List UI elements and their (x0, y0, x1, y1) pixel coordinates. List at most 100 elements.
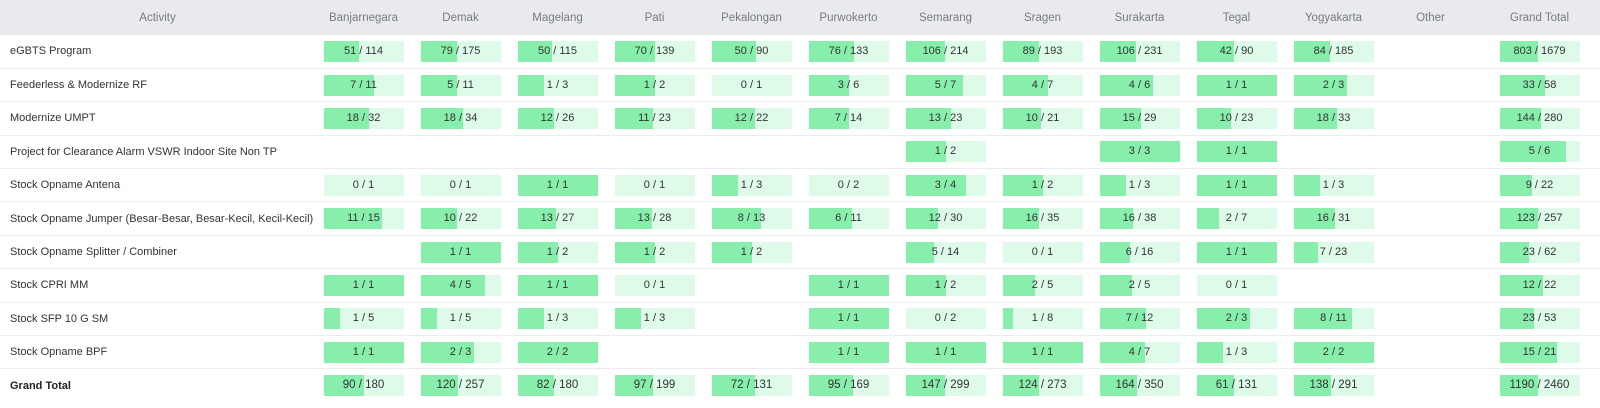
progress-bar[interactable]: 0 / 2 (808, 174, 889, 196)
progress-bar[interactable]: 0 / 1 (711, 74, 792, 96)
column-header-activity[interactable]: Activity (139, 11, 176, 24)
progress-bar[interactable]: 1 / 2 (517, 241, 598, 263)
progress-bar[interactable]: 97 / 199 (614, 375, 695, 397)
progress-bar[interactable]: 1 / 3 (1293, 174, 1374, 196)
progress-bar[interactable]: 18 / 33 (1293, 107, 1374, 129)
progress-bar[interactable]: 1 / 3 (711, 174, 792, 196)
progress-bar[interactable]: 1 / 1 (323, 341, 404, 363)
progress-bar[interactable]: 9 / 22 (1499, 174, 1580, 196)
progress-bar[interactable]: 1 / 1 (1002, 341, 1083, 363)
progress-bar[interactable]: 138 / 291 (1293, 375, 1374, 397)
progress-bar[interactable]: 1 / 1 (323, 274, 404, 296)
progress-bar[interactable]: 3 / 4 (905, 174, 986, 196)
progress-bar[interactable]: 12 / 26 (517, 107, 598, 129)
progress-bar[interactable]: 13 / 23 (905, 107, 986, 129)
progress-bar[interactable]: 1 / 1 (905, 341, 986, 363)
progress-bar[interactable]: 23 / 62 (1499, 241, 1580, 263)
progress-bar[interactable]: 12 / 22 (1499, 274, 1580, 296)
progress-bar[interactable]: 1 / 2 (614, 74, 695, 96)
progress-bar[interactable]: 1 / 8 (1002, 308, 1083, 330)
progress-bar[interactable]: 12 / 30 (905, 208, 986, 230)
progress-bar[interactable]: 2 / 5 (1099, 274, 1180, 296)
progress-bar[interactable]: 0 / 1 (614, 174, 695, 196)
progress-bar[interactable]: 3 / 6 (808, 74, 889, 96)
progress-bar[interactable]: 1 / 3 (517, 308, 598, 330)
progress-bar[interactable]: 1 / 1 (517, 174, 598, 196)
progress-bar[interactable]: 2 / 2 (1293, 341, 1374, 363)
progress-bar[interactable]: 82 / 180 (517, 375, 598, 397)
progress-bar[interactable]: 2 / 3 (1293, 74, 1374, 96)
progress-bar[interactable]: 7 / 11 (323, 74, 404, 96)
progress-bar[interactable]: 61 / 131 (1196, 375, 1277, 397)
progress-bar[interactable]: 16 / 35 (1002, 208, 1083, 230)
progress-bar[interactable]: 106 / 214 (905, 40, 986, 62)
progress-bar[interactable]: 2 / 2 (517, 341, 598, 363)
progress-bar[interactable]: 1 / 1 (1196, 141, 1277, 163)
progress-bar[interactable]: 13 / 28 (614, 208, 695, 230)
progress-bar[interactable]: 16 / 38 (1099, 208, 1180, 230)
progress-bar[interactable]: 1 / 2 (905, 141, 986, 163)
progress-bar[interactable]: 15 / 21 (1499, 341, 1580, 363)
progress-bar[interactable]: 1 / 2 (614, 241, 695, 263)
progress-bar[interactable]: 7 / 23 (1293, 241, 1374, 263)
column-header-grand-total[interactable]: Grand Total (1509, 11, 1570, 24)
progress-bar[interactable]: 5 / 6 (1499, 141, 1580, 163)
progress-bar[interactable]: 6 / 16 (1099, 241, 1180, 263)
progress-bar[interactable]: 1 / 1 (1196, 241, 1277, 263)
progress-bar[interactable]: 8 / 13 (711, 208, 792, 230)
progress-bar[interactable]: 84 / 185 (1293, 40, 1374, 62)
progress-bar[interactable]: 4 / 5 (420, 274, 501, 296)
progress-bar[interactable]: 1 / 3 (1099, 174, 1180, 196)
progress-bar[interactable]: 2 / 3 (1196, 308, 1277, 330)
progress-bar[interactable]: 70 / 139 (614, 40, 695, 62)
progress-bar[interactable]: 144 / 280 (1499, 107, 1580, 129)
progress-bar[interactable]: 1 / 3 (517, 74, 598, 96)
progress-bar[interactable]: 42 / 90 (1196, 40, 1277, 62)
progress-bar[interactable]: 4 / 6 (1099, 74, 1180, 96)
progress-bar[interactable]: 0 / 2 (905, 308, 986, 330)
progress-bar[interactable]: 12 / 22 (711, 107, 792, 129)
progress-bar[interactable]: 1 / 3 (614, 308, 695, 330)
column-header-pekalongan[interactable]: Pekalongan (721, 11, 782, 24)
progress-bar[interactable]: 1 / 1 (517, 274, 598, 296)
progress-bar[interactable]: 11 / 23 (614, 107, 695, 129)
progress-bar[interactable]: 10 / 22 (420, 208, 501, 230)
progress-bar[interactable]: 50 / 115 (517, 40, 598, 62)
progress-bar[interactable]: 1 / 1 (1196, 174, 1277, 196)
progress-bar[interactable]: 13 / 27 (517, 208, 598, 230)
progress-bar[interactable]: 124 / 273 (1002, 375, 1083, 397)
column-header-magelang[interactable]: Magelang (532, 11, 583, 24)
progress-bar[interactable]: 120 / 257 (420, 375, 501, 397)
progress-bar[interactable]: 18 / 32 (323, 107, 404, 129)
progress-bar[interactable]: 16 / 31 (1293, 208, 1374, 230)
progress-bar[interactable]: 3 / 3 (1099, 141, 1180, 163)
progress-bar[interactable]: 90 / 180 (323, 375, 404, 397)
column-header-sragen[interactable]: Sragen (1023, 11, 1062, 24)
progress-bar[interactable]: 1 / 1 (808, 274, 889, 296)
progress-bar[interactable]: 2 / 7 (1196, 208, 1277, 230)
progress-bar[interactable]: 4 / 7 (1002, 74, 1083, 96)
progress-bar[interactable]: 1 / 5 (420, 308, 501, 330)
progress-bar[interactable]: 1 / 1 (808, 308, 889, 330)
column-header-semarang[interactable]: Semarang (918, 11, 973, 24)
column-header-purwokerto[interactable]: Purwokerto (819, 11, 878, 24)
progress-bar[interactable]: 10 / 21 (1002, 107, 1083, 129)
progress-bar[interactable]: 164 / 350 (1099, 375, 1180, 397)
progress-bar[interactable]: 1 / 2 (905, 274, 986, 296)
column-header-yogyakarta[interactable]: Yogyakarta (1304, 11, 1363, 24)
progress-bar[interactable]: 76 / 133 (808, 40, 889, 62)
progress-bar[interactable]: 5 / 7 (905, 74, 986, 96)
progress-bar[interactable]: 1 / 1 (1196, 74, 1277, 96)
progress-bar[interactable]: 8 / 11 (1293, 308, 1374, 330)
progress-bar[interactable]: 7 / 14 (808, 107, 889, 129)
progress-bar[interactable]: 123 / 257 (1499, 208, 1580, 230)
column-header-banjarnegara[interactable]: Banjarnegara (328, 11, 399, 24)
progress-bar[interactable]: 5 / 14 (905, 241, 986, 263)
progress-bar[interactable]: 72 / 131 (711, 375, 792, 397)
progress-bar[interactable]: 147 / 299 (905, 375, 986, 397)
progress-bar[interactable]: 1 / 2 (1002, 174, 1083, 196)
column-header-pati[interactable]: Pati (644, 11, 665, 24)
progress-bar[interactable]: 51 / 114 (323, 40, 404, 62)
progress-bar[interactable]: 89 / 193 (1002, 40, 1083, 62)
progress-bar[interactable]: 15 / 29 (1099, 107, 1180, 129)
